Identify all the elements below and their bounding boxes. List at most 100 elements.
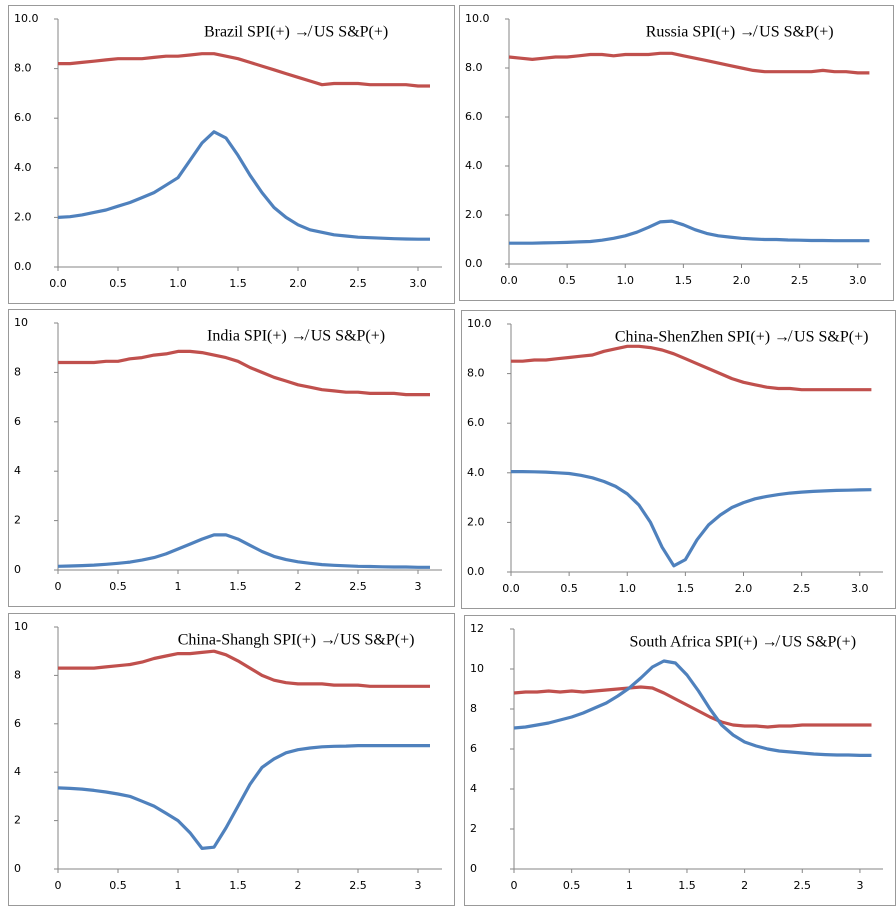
x-tick-label: 3 <box>415 580 422 593</box>
series-line <box>57 130 430 241</box>
x-tick-label: 2.0 <box>733 274 751 287</box>
x-tick-label: 2.5 <box>349 277 367 290</box>
panel: 0.0 2.0 4.0 6.0 8.0 10.0 0.0 0.5 1.0 1.5 2.0 2.5 3.0… <box>459 5 894 301</box>
chart-title: China-Shangh SPI(+) ↛ US S&P(+) <box>178 632 415 649</box>
y-tick-label: 4 <box>14 464 21 477</box>
y-tick-label: 12 <box>470 622 484 635</box>
y-tick-label: 2.0 <box>467 515 485 528</box>
chart-title: Russia SPI(+) ↛ US S&P(+) <box>646 24 834 41</box>
x-tick-label: 3 <box>415 879 422 892</box>
panel: 0.0 2.0 4.0 6.0 8.0 10.0 0.0 0.5 1.0 1.5 2.0 2.5 3.0… <box>461 310 896 609</box>
x-tick-label: 2.5 <box>794 879 812 892</box>
series-line <box>57 744 430 850</box>
series-line <box>511 344 872 392</box>
y-tick-label: 6 <box>14 717 21 730</box>
y-tick-label: 10.0 <box>467 317 492 330</box>
x-tick-label: 0.5 <box>563 879 581 892</box>
x-tick-label: 0 <box>511 879 518 892</box>
y-tick-label: 6 <box>470 742 477 755</box>
panel-border <box>464 615 896 906</box>
y-tick-label: 8 <box>14 365 21 378</box>
y-tick-label: 2 <box>470 822 477 835</box>
x-tick-label: 2.5 <box>793 582 811 595</box>
x-tick-label: 3.0 <box>851 582 869 595</box>
y-tick-label: 2.0 <box>465 208 483 221</box>
y-tick-label: 8.0 <box>467 367 485 380</box>
x-tick-label: 0.5 <box>109 580 127 593</box>
series-line <box>511 470 872 568</box>
panel-border <box>459 5 894 301</box>
x-tick-label: 0.5 <box>558 274 576 287</box>
x-tick-label: 1.5 <box>229 879 247 892</box>
y-tick-label: 4.0 <box>465 159 483 172</box>
x-tick-label: 2.5 <box>791 274 809 287</box>
panel-border <box>8 309 455 607</box>
x-tick-label: 0.5 <box>109 277 127 290</box>
y-tick-label: 10.0 <box>14 12 39 25</box>
y-tick-label: 8 <box>470 702 477 715</box>
x-tick-label: 1.5 <box>678 879 696 892</box>
x-tick-label: 0.5 <box>560 582 578 595</box>
x-tick-label: 1 <box>626 879 633 892</box>
series-line <box>58 649 430 688</box>
y-tick-label: 0 <box>470 862 477 875</box>
chart-title: South Africa SPI(+) ↛ US S&P(+) <box>630 634 857 651</box>
y-tick-label: 10 <box>14 316 28 329</box>
x-tick-label: 3 <box>856 879 863 892</box>
y-tick-label: 8.0 <box>14 62 32 75</box>
series-line <box>57 533 430 569</box>
y-tick-label: 8.0 <box>465 61 483 74</box>
x-tick-label: 1.0 <box>617 274 635 287</box>
y-tick-label: 2 <box>14 814 21 827</box>
x-tick-label: 2 <box>295 879 302 892</box>
y-tick-label: 6.0 <box>467 416 485 429</box>
panel: 0 2 4 6 8 10 0 0.5 1 1.5 2 2.5 3 India SPI(+) ↛ US S&… <box>8 309 455 607</box>
y-tick-label: 4 <box>14 765 21 778</box>
x-tick-label: 1.5 <box>229 277 247 290</box>
y-tick-label: 6.0 <box>14 111 32 124</box>
panel-border <box>8 613 455 906</box>
series-line <box>58 52 430 88</box>
x-tick-label: 1.0 <box>619 582 637 595</box>
x-tick-label: 2.5 <box>349 580 367 593</box>
x-tick-label: 0.0 <box>502 582 520 595</box>
y-tick-label: 0.0 <box>465 257 483 270</box>
x-tick-label: 2 <box>295 580 302 593</box>
x-tick-label: 3.0 <box>409 277 427 290</box>
y-tick-label: 0 <box>14 862 21 875</box>
y-tick-label: 10 <box>14 620 28 633</box>
y-tick-label: 6 <box>14 415 21 428</box>
chart-title: China-ShenZhen SPI(+) ↛ US S&P(+) <box>615 329 869 346</box>
x-tick-label: 1 <box>175 879 182 892</box>
y-tick-label: 10 <box>470 662 484 675</box>
y-tick-label: 6.0 <box>465 110 483 123</box>
x-tick-label: 1 <box>175 580 182 593</box>
x-tick-label: 0.5 <box>109 879 127 892</box>
panel: 0 2 4 6 8 10 12 0 0.5 1 1.5 2 2.5 3 South Africa SPI(+… <box>464 615 896 906</box>
x-tick-label: 0.0 <box>500 274 518 287</box>
x-tick-label: 1.0 <box>169 277 187 290</box>
series-line <box>508 51 870 75</box>
x-tick-label: 2 <box>741 879 748 892</box>
y-tick-label: 4.0 <box>14 161 32 174</box>
chart-title: India SPI(+) ↛ US S&P(+) <box>207 328 385 345</box>
y-tick-label: 4 <box>470 782 477 795</box>
panel: 0 2 4 6 8 10 0 0.5 1 1.5 2 2.5 3 China-Shangh SPI(+) … <box>8 613 455 906</box>
y-tick-label: 0.0 <box>14 260 32 273</box>
y-tick-label: 0.0 <box>467 565 485 578</box>
y-tick-label: 0 <box>14 563 21 576</box>
x-tick-label: 0 <box>55 879 62 892</box>
y-tick-label: 8 <box>14 668 21 681</box>
y-tick-label: 4.0 <box>467 466 485 479</box>
series-line <box>509 219 870 245</box>
x-tick-label: 2.0 <box>289 277 307 290</box>
panel-border <box>8 5 455 304</box>
series-line <box>513 659 872 757</box>
x-tick-label: 1.5 <box>229 580 247 593</box>
x-tick-label: 0.0 <box>49 277 67 290</box>
x-tick-label: 1.5 <box>675 274 693 287</box>
x-tick-label: 2.0 <box>735 582 753 595</box>
y-tick-label: 2.0 <box>14 210 32 223</box>
